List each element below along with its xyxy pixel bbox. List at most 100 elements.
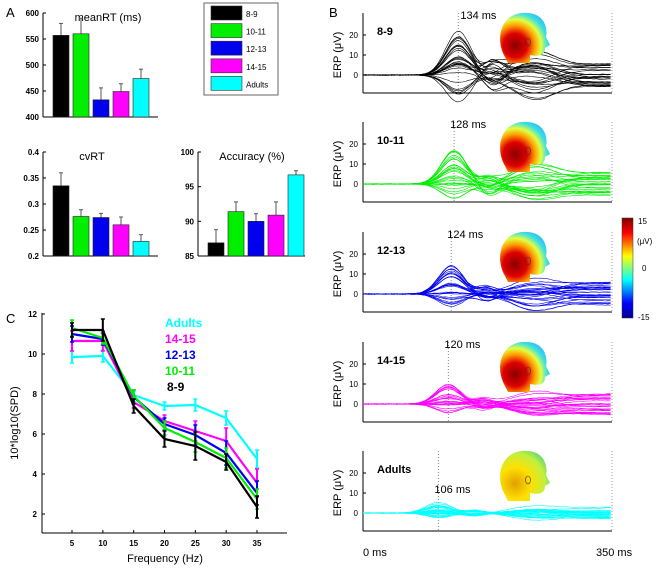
- y-tick-label: 450: [26, 87, 40, 96]
- head-topography-icon: [500, 341, 550, 392]
- bar-8-9: [52, 185, 70, 257]
- y-tick-label: 10: [349, 51, 358, 60]
- head-shape: [500, 12, 550, 63]
- y-axis-label: ERP (μV): [332, 141, 344, 187]
- erp-panel-Adults: 0 10 20 ERP (μV) Adults 106 ms: [332, 450, 613, 532]
- legend-label: 10-11: [246, 28, 266, 37]
- bar-legend: 8-9 10-11 12-13 14-15 Adults: [203, 2, 279, 96]
- y-tick-label: 550: [26, 35, 40, 44]
- head-shape: [500, 121, 550, 172]
- y-tick-label: 20: [349, 140, 358, 149]
- legend-label: 12-13: [246, 45, 267, 54]
- peak-latency-label: 124 ms: [447, 229, 484, 241]
- y-axis-label: ERP (μV): [332, 32, 344, 78]
- erp-waveform: [362, 276, 611, 300]
- bar-12-13: [92, 99, 110, 118]
- erp-waveform: [362, 399, 611, 406]
- y-tick-label: 400: [26, 113, 40, 122]
- y-tick-label: 10: [349, 380, 358, 389]
- x-tick-label: 25: [191, 539, 200, 548]
- colorbar-gradient: [621, 217, 634, 319]
- y-tick-label: 600: [26, 9, 40, 18]
- x-start-label: 0 ms: [363, 547, 387, 559]
- legend-label: Adults: [165, 316, 203, 330]
- x-end-label: 350 ms: [596, 547, 633, 559]
- legend-swatch: [210, 76, 243, 91]
- colorbar-unit: (μV): [637, 237, 653, 246]
- y-tick-label: 500: [26, 61, 40, 70]
- bar-chart-cvRT: 0.2 0.25 0.3 0.35 0.4 cvRT: [23, 148, 158, 261]
- legend-swatch: [210, 40, 243, 56]
- bar-10-11: [72, 216, 90, 257]
- y-tick-label: 0: [354, 180, 359, 189]
- y-tick-label: 0: [354, 290, 359, 299]
- erp-waveform: [362, 164, 611, 185]
- y-tick-label: 10: [28, 350, 37, 359]
- y-tick-label: 2: [33, 510, 38, 519]
- colorbar-min: -15: [638, 313, 650, 322]
- bar-8-9: [52, 35, 70, 118]
- y-tick-label: 0.2: [28, 252, 40, 261]
- group-label: 12-13: [377, 245, 405, 257]
- x-tick-label: 30: [222, 539, 231, 548]
- head-shape: [500, 450, 550, 501]
- erp-waveform: [362, 510, 611, 515]
- y-tick-label: 100: [181, 148, 195, 157]
- y-tick-label: 0: [354, 509, 359, 518]
- ear: [525, 475, 531, 485]
- y-tick-label: 20: [349, 469, 358, 478]
- legend-label: 10-11: [165, 364, 195, 378]
- head-topography-icon: [500, 12, 550, 63]
- bar-chart-meanRT: 400 450 500 550 600 meanRT (ms): [26, 9, 158, 122]
- head-topography-icon: [500, 121, 550, 172]
- x-tick-label: 5: [70, 539, 75, 548]
- legend-label: Adults: [246, 80, 268, 89]
- legend-label: 12-13: [165, 348, 196, 362]
- panel-label-b: B: [329, 5, 338, 20]
- bar-8-9: [207, 242, 225, 257]
- bar-12-13: [92, 217, 110, 257]
- panel-label-a: A: [6, 5, 15, 20]
- bar-chart-accuracy: 85 90 95 100 Accuracy (%): [181, 148, 305, 261]
- group-label: 10-11: [377, 135, 405, 147]
- y-tick-label: 4: [33, 470, 38, 479]
- head-shape: [500, 231, 550, 282]
- erp-waveform: [362, 30, 611, 91]
- y-tick-label: 0.35: [23, 174, 39, 183]
- y-tick-label: 8: [33, 390, 38, 399]
- panel-label-c: C: [6, 311, 15, 326]
- y-tick-label: 12: [28, 310, 37, 319]
- legend-label: 8-9: [246, 10, 258, 19]
- legend-label: 8-9: [167, 380, 185, 394]
- bar-12-13: [247, 221, 265, 257]
- colorbar: 15 0 -15 (μV): [621, 217, 653, 322]
- x-tick-label: 35: [253, 539, 262, 548]
- y-tick-label: 20: [349, 360, 358, 369]
- legend-label: 14-15: [246, 63, 267, 72]
- y-tick-label: 0: [354, 71, 359, 80]
- series-8-9: [70, 318, 259, 519]
- colorbar-mid: 0: [642, 264, 647, 273]
- group-label: 8-9: [377, 26, 393, 38]
- y-tick-label: 0.3: [28, 200, 40, 209]
- legend-swatch: [210, 5, 243, 21]
- legend-swatch: [210, 58, 243, 74]
- legend-swatch: [210, 23, 243, 38]
- y-tick-label: 20: [349, 31, 358, 40]
- ear: [525, 37, 531, 47]
- peak-latency-label: 134 ms: [460, 10, 497, 22]
- erp-panel-14-15: 0 10 20 ERP (μV) 14-15 120 ms: [332, 339, 613, 423]
- y-tick-label: 10: [349, 270, 358, 279]
- erp-waveform: [363, 273, 611, 295]
- legend-label: 14-15: [165, 332, 196, 346]
- y-axis-label: ERP (μV): [332, 361, 344, 407]
- y-tick-label: 85: [185, 252, 194, 261]
- ear: [525, 366, 531, 376]
- chart-title: cvRT: [79, 151, 105, 163]
- group-label: 14-15: [377, 355, 405, 367]
- bar-14-15: [267, 214, 285, 257]
- x-axis-label: Frequency (Hz): [127, 553, 203, 565]
- y-tick-label: 90: [185, 217, 194, 226]
